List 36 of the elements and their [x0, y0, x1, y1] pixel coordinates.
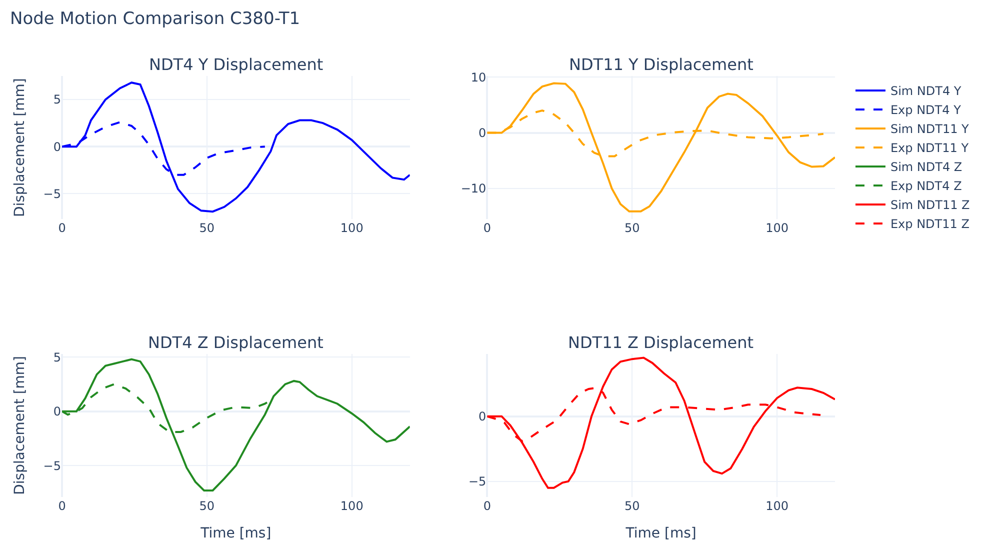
- y-tick-label: 10: [470, 70, 486, 84]
- y-tick-label: −5: [43, 458, 61, 473]
- legend-label: Exp NDT4 Z: [890, 179, 962, 194]
- x-tick-label: 50: [624, 221, 640, 236]
- y-tick-label: 0: [478, 410, 486, 424]
- y-tick-label: 0: [53, 404, 61, 419]
- legend-label: Exp NDT11 Z: [890, 217, 970, 232]
- y-tick-label: −5: [468, 474, 486, 489]
- x-tick-label: 100: [766, 499, 788, 513]
- x-tick-label: 100: [766, 221, 788, 236]
- chart-title: NDT11 Z Displacement: [568, 333, 754, 352]
- y-tick-label: 5: [53, 350, 61, 364]
- chart-title: NDT4 Y Displacement: [149, 55, 324, 74]
- chart-title: NDT11 Y Displacement: [569, 55, 754, 74]
- legend-label: Sim NDT4 Y: [890, 84, 962, 98]
- x-tick-label: 100: [340, 221, 364, 236]
- legend-label: Sim NDT11 Y: [890, 122, 970, 136]
- chart-title: NDT4 Z Displacement: [148, 333, 324, 352]
- y-tick-label: 0: [478, 126, 486, 140]
- x-axis-title: Time [ms]: [624, 525, 696, 542]
- x-axis-title: Time [ms]: [200, 525, 272, 542]
- x-tick-label: 50: [199, 499, 215, 513]
- x-tick-label: 50: [199, 221, 215, 236]
- legend-label: Exp NDT11 Y: [890, 141, 970, 156]
- legend-label: Exp NDT4 Y: [890, 103, 962, 118]
- y-tick-label: −5: [43, 186, 61, 201]
- y-axis-title: Displacement [mm]: [12, 356, 28, 495]
- y-tick-label: −10: [460, 182, 486, 196]
- x-tick-label: 100: [340, 499, 364, 513]
- legend-label: Sim NDT4 Z: [890, 160, 962, 174]
- legend-label: Sim NDT11 Z: [890, 198, 970, 212]
- y-tick-label: 0: [53, 140, 61, 154]
- text: Node Motion Comparison C380-T1: [10, 9, 300, 29]
- x-tick-label: 50: [624, 499, 640, 513]
- y-axis-title: Displacement [mm]: [12, 78, 28, 218]
- y-tick-label: 5: [53, 92, 61, 107]
